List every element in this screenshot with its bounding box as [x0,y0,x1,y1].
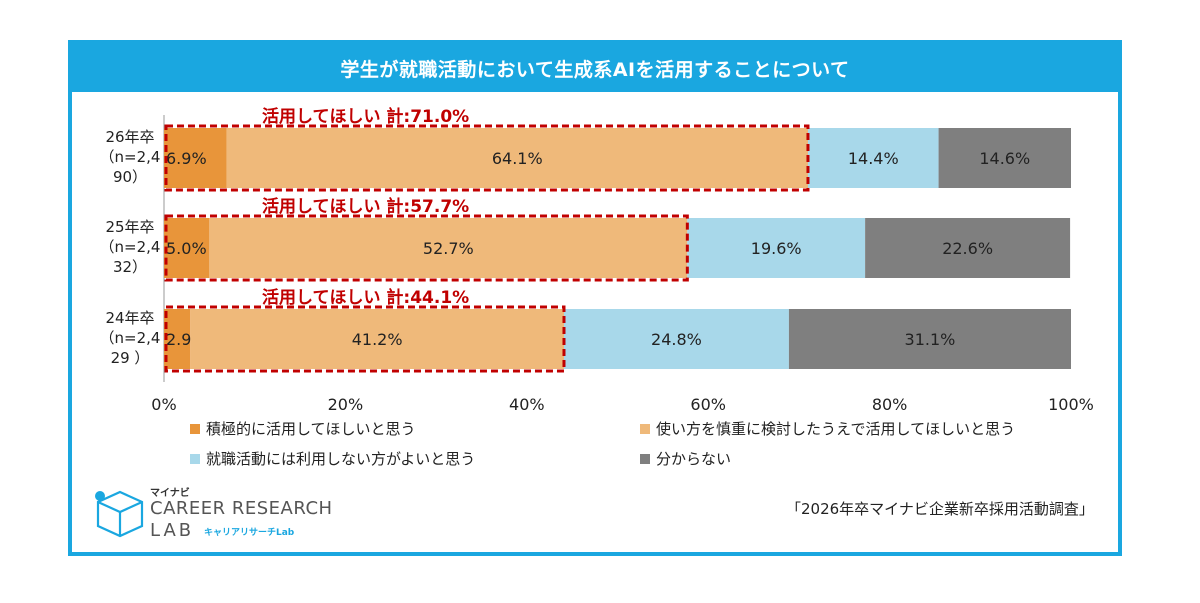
x-tick-label: 80% [872,395,908,414]
legend-swatch-active [190,423,200,434]
career-research-lab-logo: マイナビ CAREER RESEARCH LAB キャリアリサーチLab [92,484,352,544]
highlight-box [164,305,566,373]
category-label: 32） [113,258,147,276]
logo-main-text: CAREER RESEARCH [150,498,333,519]
legend-swatch-unknown [640,453,650,464]
logo-brand: マイナビ [150,488,190,499]
bar-segment [938,128,1071,188]
bar-segment [164,128,227,188]
bar-segment [563,309,789,369]
data-label: 41.2% [352,330,403,349]
x-tick-label: 40% [509,395,545,414]
logo-lab-text: LAB [150,520,195,541]
category-label: 25年卒 [105,218,154,236]
bar-segment [865,218,1071,278]
x-tick-label: 20% [328,395,364,414]
annotation-label: 活用してほしい 計:57.7% [262,196,469,217]
logo-kana-text: キャリアリサーチLab [204,528,295,538]
bar-segment [209,218,688,278]
bar-segment [226,128,808,188]
highlight-box [164,124,810,192]
legend-swatch-no-use [190,453,200,464]
category-label: 26年卒 [105,128,154,146]
legend-label-active: 積極的に活用してほしいと思う [206,420,416,438]
legend-item-active: 積極的に活用してほしいと思う [190,418,416,439]
legend-item-no-use: 就職活動には利用しない方がよいと思う [190,448,475,469]
category-label: （n=2,4 [100,329,161,347]
bar-segment [190,309,564,369]
legend-swatch-careful [640,423,650,434]
source-note: 「2026年卒マイナビ企業新卒採用活動調査」 [786,500,1094,518]
data-label: 24.8% [651,330,702,349]
bar-segment [807,128,939,188]
chart-title: 学生が就職活動において生成系AIを活用することについて [72,44,1118,92]
data-label: 64.1% [492,149,543,168]
category-label: 24年卒 [105,309,154,327]
data-label: 14.6% [979,149,1030,168]
legend-item-unknown: 分からない [640,448,731,469]
x-tick-label: 100% [1048,395,1094,414]
bar-segment [164,309,191,369]
legend-label-no-use: 就職活動には利用しない方がよいと思う [206,450,476,468]
legend-label-unknown: 分からない [656,450,732,468]
data-label: 52.7% [423,239,474,258]
category-label: 90） [113,168,147,186]
cube-logo-icon [95,490,144,538]
data-label: 19.6% [751,239,802,258]
category-label: （n=2,4 [100,148,161,166]
highlight-box [164,214,689,282]
legend-item-careful: 使い方を慎重に検討したうえで活用してほしいと思う [640,418,1015,439]
data-label: 31.1% [905,330,956,349]
legend-label-careful: 使い方を慎重に検討したうえで活用してほしいと思う [656,420,1016,438]
data-label: 22.6% [942,239,993,258]
x-tick-label: 60% [690,395,726,414]
bar-segment [788,309,1071,369]
data-label: 5.0% [166,239,207,258]
x-tick-label: 0% [151,395,176,414]
bar-segment [687,218,866,278]
category-label: 29 ） [111,349,150,367]
data-label: 14.4% [848,149,899,168]
bar-segment [164,218,210,278]
annotation-label: 活用してほしい 計:44.1% [262,287,469,308]
data-label: 6.9% [166,149,207,168]
category-label: （n=2,4 [100,238,161,256]
annotation-label: 活用してほしい 計:71.0% [262,106,469,127]
